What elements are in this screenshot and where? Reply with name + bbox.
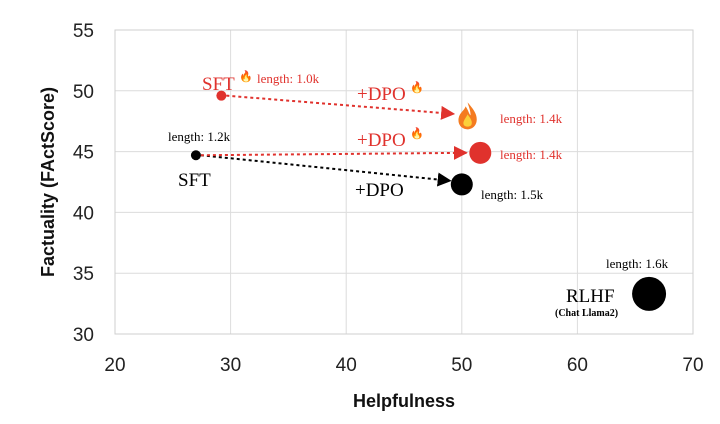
y-tick-label: 50 bbox=[73, 82, 94, 103]
flame-icon: 🔥 bbox=[410, 127, 424, 140]
label-dpo-red-middle-length: length: 1.4k bbox=[500, 147, 563, 162]
label-sft-red: SFT bbox=[202, 74, 235, 95]
x-tick-label: 70 bbox=[682, 355, 703, 376]
label-dpo-red-middle: +DPO bbox=[357, 130, 406, 151]
label-sft-black-length: length: 1.2k bbox=[168, 129, 231, 144]
label-dpo-black: +DPO bbox=[355, 180, 404, 201]
x-axis-title: Helpfulness bbox=[353, 391, 455, 411]
data-point bbox=[216, 90, 227, 101]
label-sft-black: SFT bbox=[178, 170, 211, 191]
label-dpo-red-upper-length: length: 1.4k bbox=[500, 111, 563, 126]
arrows bbox=[200, 94, 468, 187]
x-tick-label: 50 bbox=[451, 355, 472, 376]
data-point bbox=[190, 150, 201, 161]
flame-icon: 🔥 bbox=[410, 81, 424, 94]
x-tick-label: 20 bbox=[104, 355, 125, 376]
data-point bbox=[450, 173, 473, 196]
label-dpo-red-upper: +DPO bbox=[357, 84, 406, 105]
label-rlhf: RLHF bbox=[566, 286, 615, 307]
arrow bbox=[200, 154, 452, 187]
y-tick-label: 30 bbox=[73, 325, 94, 346]
y-tick-label: 35 bbox=[73, 264, 94, 285]
y-tick-label: 55 bbox=[73, 21, 94, 42]
x-tick-label: 40 bbox=[336, 355, 357, 376]
x-axis-ticks: 20 30 40 50 60 70 bbox=[104, 355, 703, 376]
y-axis-ticks: 30 35 40 45 50 55 bbox=[73, 21, 94, 346]
y-tick-label: 40 bbox=[73, 203, 94, 224]
label-dpo-black-length: length: 1.5k bbox=[481, 187, 544, 202]
y-axis-title: Factuality (FActScore) bbox=[38, 87, 58, 277]
point-labels: length: 1.2k SFT +DPO length: 1.5k SFT 🔥… bbox=[168, 70, 669, 319]
data-points bbox=[190, 90, 667, 311]
flame-icon-point bbox=[458, 102, 477, 130]
arrow bbox=[200, 145, 468, 160]
plot-frame bbox=[114, 29, 694, 335]
data-point bbox=[632, 276, 667, 311]
data-point bbox=[469, 141, 492, 164]
arrow bbox=[226, 94, 456, 120]
x-tick-label: 30 bbox=[220, 355, 241, 376]
y-tick-label: 45 bbox=[73, 143, 94, 164]
flame-icon: 🔥 bbox=[239, 70, 253, 83]
label-sft-red-length: length: 1.0k bbox=[257, 71, 320, 86]
label-rlhf-length: length: 1.6k bbox=[606, 256, 669, 271]
x-tick-label: 60 bbox=[567, 355, 588, 376]
label-rlhf-sub: (Chat Llama2) bbox=[555, 308, 618, 319]
